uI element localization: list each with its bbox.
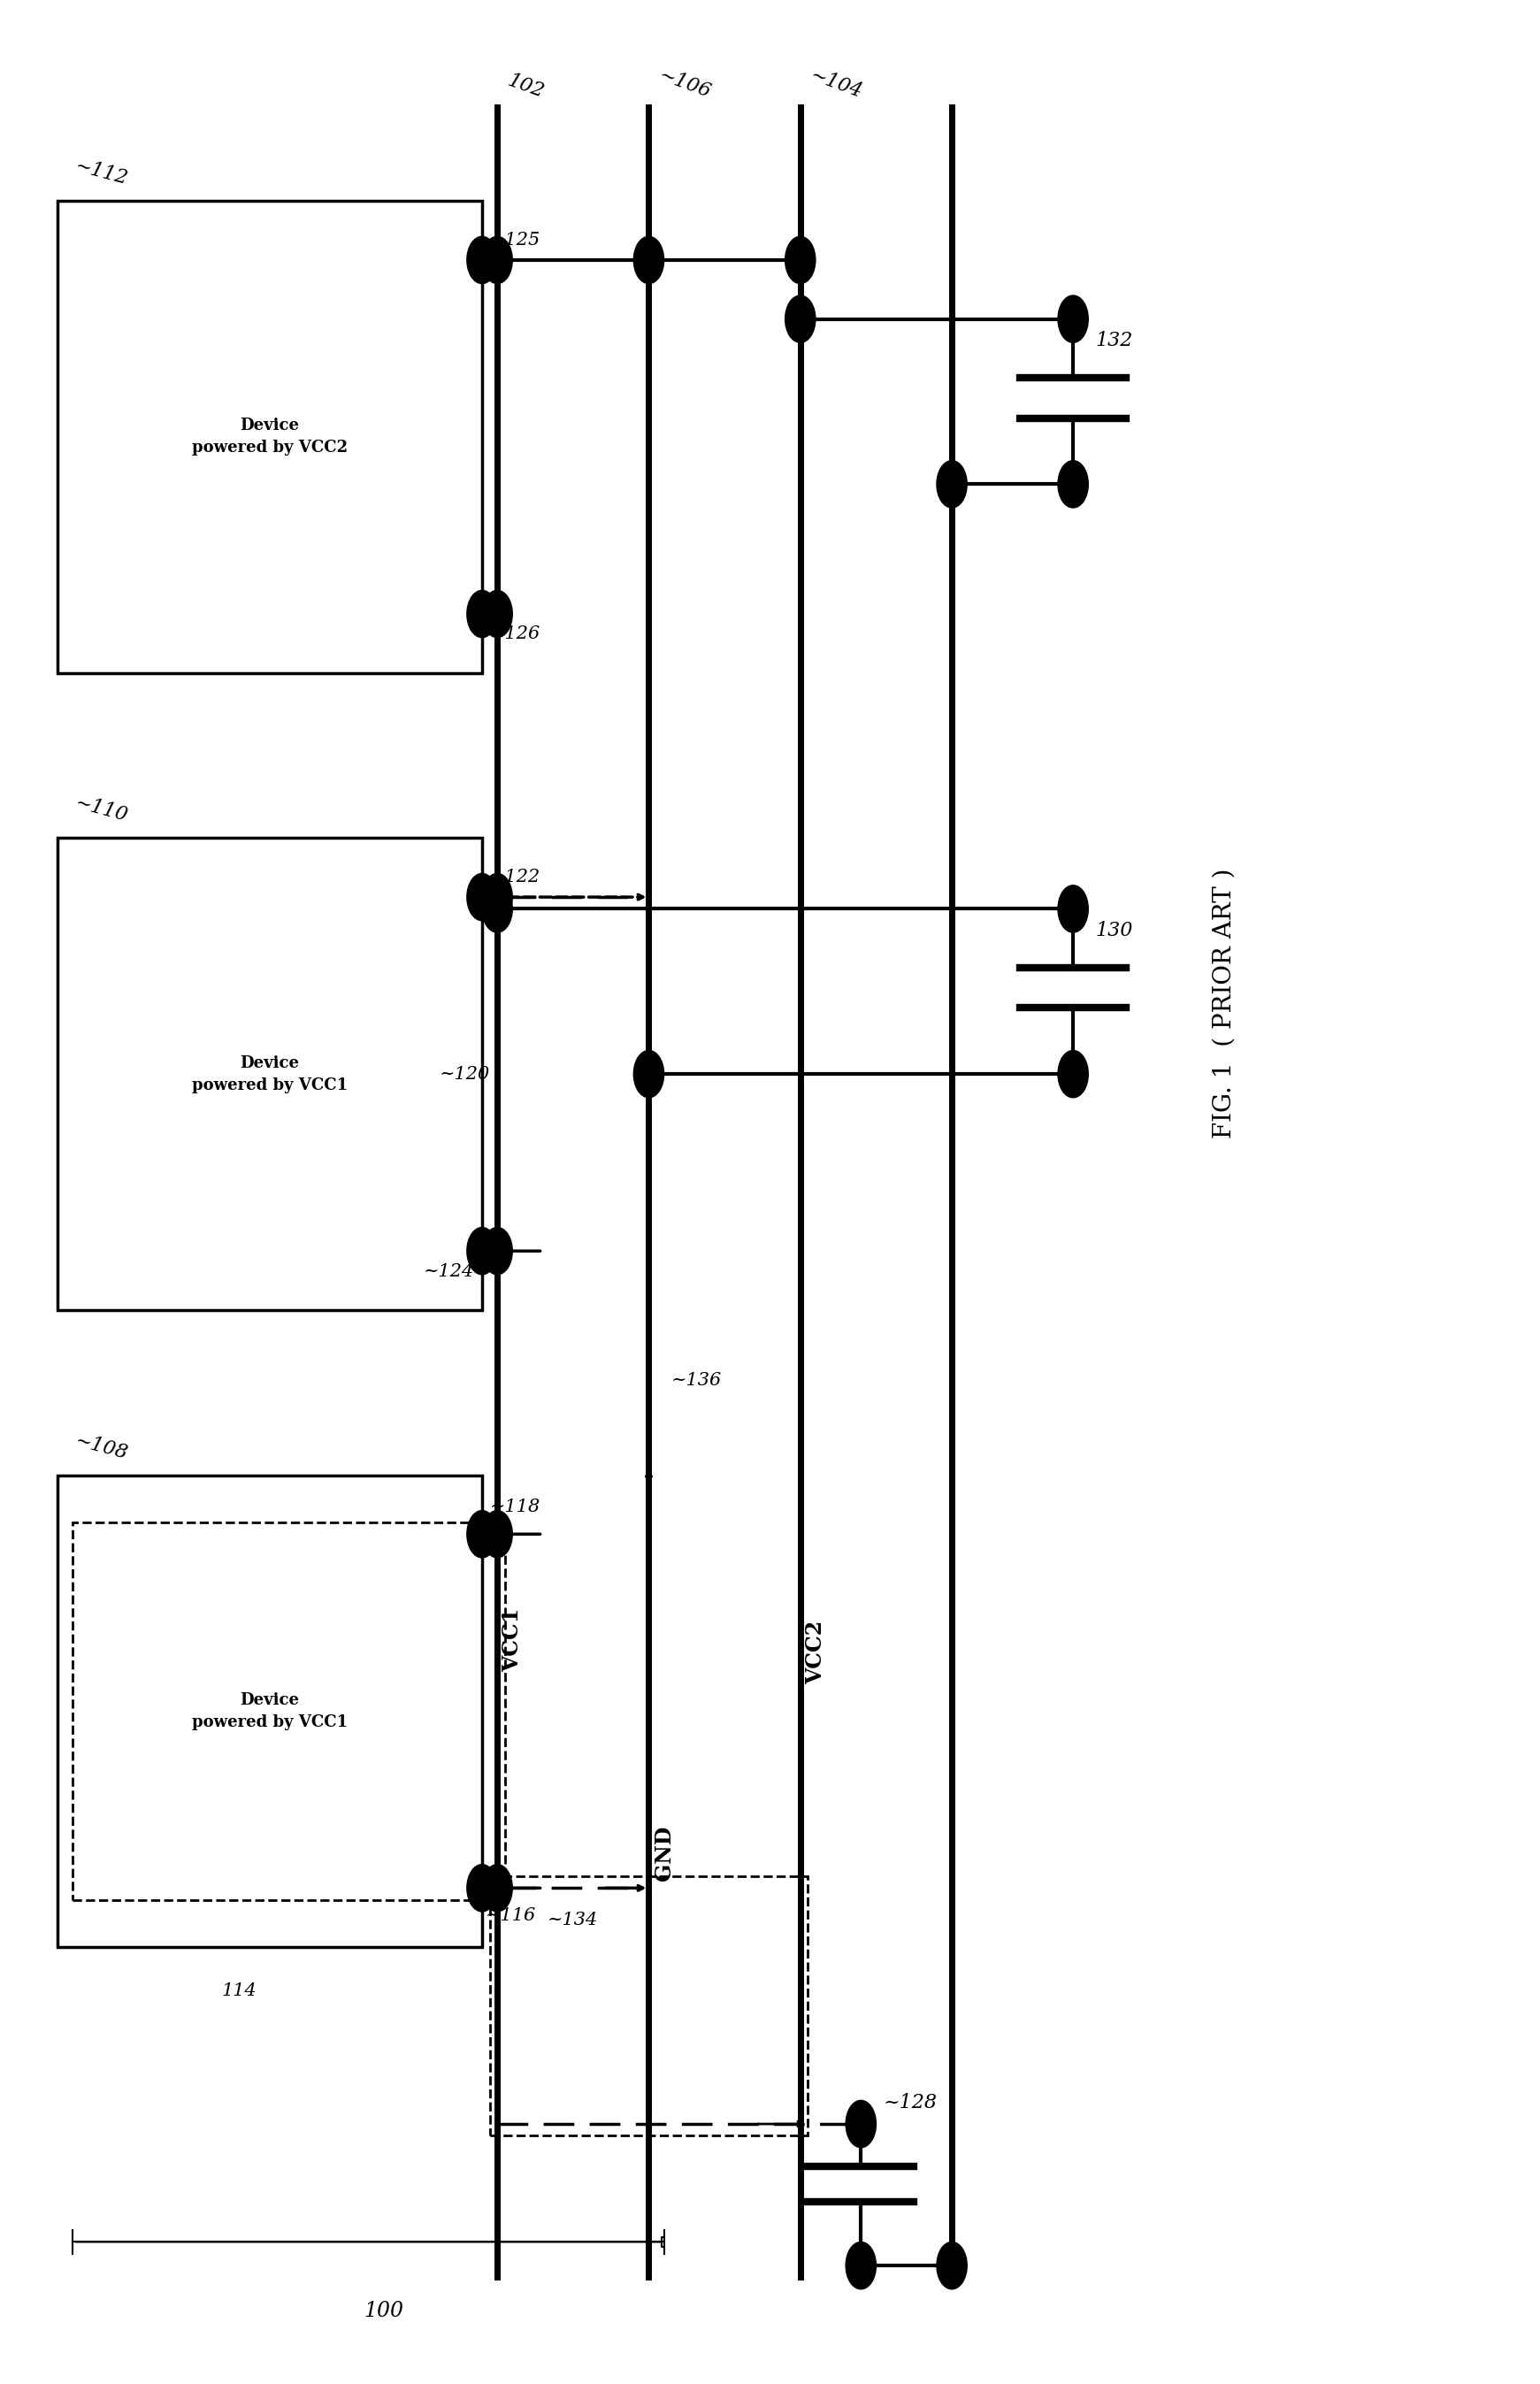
- Text: ~128: ~128: [884, 2093, 938, 2112]
- Circle shape: [633, 236, 664, 284]
- Text: ~134: ~134: [548, 1912, 599, 1929]
- Text: 102: 102: [505, 72, 547, 103]
- Circle shape: [633, 1051, 664, 1097]
- Text: ~126: ~126: [490, 625, 541, 644]
- Text: ~112: ~112: [72, 157, 129, 188]
- Text: Device
powered by VCC1: Device powered by VCC1: [192, 1056, 348, 1092]
- Circle shape: [482, 1228, 513, 1275]
- Circle shape: [1058, 884, 1089, 932]
- Text: ~110: ~110: [72, 794, 129, 827]
- Circle shape: [482, 873, 513, 920]
- Text: Device
powered by VCC1: Device powered by VCC1: [192, 1693, 348, 1731]
- Text: 114: 114: [222, 1983, 257, 2000]
- Text: ~125: ~125: [490, 231, 541, 248]
- Circle shape: [467, 591, 497, 637]
- Bar: [57, 1476, 482, 1948]
- Text: 132: 132: [1096, 331, 1133, 350]
- Circle shape: [785, 296, 816, 343]
- Circle shape: [467, 1228, 497, 1275]
- Circle shape: [1058, 296, 1089, 343]
- Text: ~122: ~122: [490, 868, 541, 884]
- Circle shape: [482, 884, 513, 932]
- Text: ~116: ~116: [485, 1907, 536, 1924]
- Text: VCC1: VCC1: [502, 1609, 524, 1671]
- Text: ~124: ~124: [424, 1264, 474, 1280]
- Text: 100: 100: [363, 2301, 403, 2322]
- Circle shape: [467, 236, 497, 284]
- Text: ~106: ~106: [656, 64, 713, 103]
- Text: 130: 130: [1096, 920, 1133, 939]
- Text: ~118: ~118: [490, 1500, 541, 1516]
- Circle shape: [1058, 1051, 1089, 1097]
- Text: FIG. 1  ( PRIOR ART ): FIG. 1 ( PRIOR ART ): [1212, 868, 1237, 1140]
- Circle shape: [482, 1511, 513, 1557]
- Circle shape: [482, 236, 513, 284]
- Circle shape: [467, 873, 497, 920]
- Circle shape: [467, 1511, 497, 1557]
- Circle shape: [845, 2100, 876, 2148]
- Circle shape: [482, 1864, 513, 1912]
- Text: ~120: ~120: [439, 1066, 490, 1082]
- Circle shape: [467, 1864, 497, 1912]
- Text: VCC2: VCC2: [805, 1621, 825, 1683]
- Circle shape: [845, 2241, 876, 2289]
- Circle shape: [785, 236, 816, 284]
- Bar: [57, 200, 482, 672]
- Circle shape: [936, 2241, 967, 2289]
- Text: ~108: ~108: [72, 1430, 129, 1464]
- Bar: [490, 1876, 809, 2136]
- Circle shape: [482, 591, 513, 637]
- Circle shape: [1058, 460, 1089, 508]
- Bar: [72, 1523, 505, 1900]
- Bar: [57, 839, 482, 1309]
- Text: ~136: ~136: [671, 1373, 722, 1390]
- Circle shape: [936, 460, 967, 508]
- Text: ~104: ~104: [809, 64, 865, 103]
- Text: Device
powered by VCC2: Device powered by VCC2: [192, 417, 348, 455]
- Text: GND: GND: [653, 1826, 675, 1881]
